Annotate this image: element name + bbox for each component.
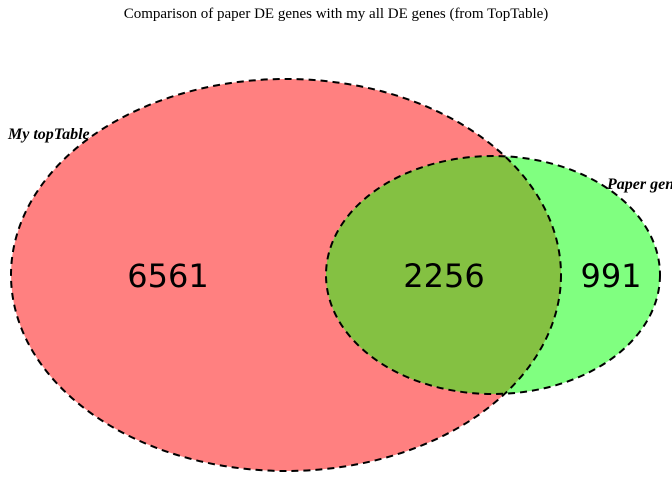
set-paper-genes-outline [325,155,661,395]
count-overlap: 2256 [403,257,484,295]
count-my-toptable-only: 6561 [127,257,208,295]
label-paper-genes: Paper genes [606,176,672,193]
set-my-toptable-outline [10,78,562,472]
label-my-toptable: My topTable [7,126,90,143]
diagram-title: Comparison of paper DE genes with my all… [124,6,549,22]
count-paper-genes-only: 991 [580,257,641,295]
overlap-region [326,156,561,394]
